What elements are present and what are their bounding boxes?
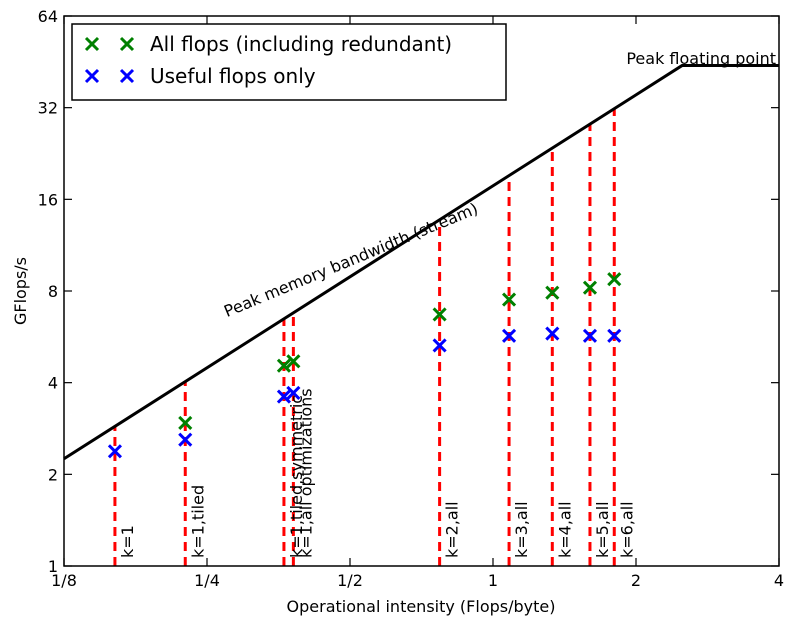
point-useful-flops: [432, 338, 447, 353]
x-tick-label: 1/8: [51, 571, 77, 590]
legend: All flops (including redundant) Useful f…: [71, 23, 507, 101]
peak-label: Peak floating point: [626, 49, 776, 68]
legend-frame: [71, 23, 507, 101]
marker-stroke: [545, 326, 560, 341]
marker-label: k=1,all optimizations: [296, 388, 315, 558]
point-useful-flops: [502, 328, 517, 343]
legend-label-all-flops: All flops (including redundant): [150, 32, 452, 56]
marker-stroke: [432, 307, 447, 322]
point-all-flops: [502, 292, 517, 307]
y-tick-label: 32: [38, 99, 58, 118]
legend-marker: [84, 68, 100, 84]
point-useful-flops: [607, 328, 622, 343]
data-points: [107, 272, 622, 459]
marker-label: k=4,all: [555, 501, 574, 558]
marker-stroke: [178, 415, 193, 430]
x-tick-label: 1/2: [337, 571, 363, 590]
point-useful-flops: [276, 389, 292, 404]
y-axis-label: GFlops/s: [11, 257, 30, 325]
x-tick-label: 1: [488, 571, 498, 590]
marker-label: k=1,tiled,symmetric: [287, 395, 306, 558]
marker-stroke: [502, 292, 517, 307]
x-tick-label: 4: [774, 571, 784, 590]
marker-stroke: [178, 432, 193, 447]
point-all-flops: [276, 358, 292, 373]
point-all-flops: [545, 285, 560, 300]
point-useful-flops: [286, 385, 301, 401]
vertical-marker-lines: [113, 108, 616, 566]
legend-marker: [119, 68, 135, 84]
y-tick-label: 64: [38, 7, 58, 26]
marker-label: k=2,all: [443, 501, 462, 558]
marker-label: k=3,all: [512, 501, 531, 558]
y-tick-label: 4: [48, 374, 58, 393]
marker-stroke: [545, 285, 560, 300]
marker-label: k=1: [118, 525, 137, 558]
y-tick-label: 16: [38, 190, 58, 209]
y-tick-label: 2: [48, 465, 58, 484]
x-tick-label: 1/4: [194, 571, 220, 590]
point-all-flops: [178, 415, 193, 430]
x-axis-label: Operational intensity (Flops/byte): [287, 597, 556, 616]
marker-stroke: [276, 358, 292, 373]
marker-stroke: [607, 272, 622, 287]
point-all-flops: [286, 354, 301, 369]
marker-stroke: [84, 68, 100, 84]
legend-marker: [84, 36, 100, 52]
marker-stroke: [119, 36, 135, 52]
point-useful-flops: [178, 432, 193, 447]
marker-stroke: [84, 36, 100, 52]
marker-stroke: [607, 328, 622, 343]
marker-label: k=1,tiled: [188, 485, 207, 558]
plot-background: [64, 16, 779, 566]
marker-label: k=6,all: [617, 501, 636, 558]
marker-stroke: [502, 328, 517, 343]
point-all-flops: [582, 280, 598, 295]
roofline: [63, 64, 779, 461]
marker-stroke: [107, 444, 122, 459]
marker-stroke: [432, 338, 447, 353]
point-useful-flops: [545, 326, 560, 341]
plot-frame: [63, 15, 780, 567]
legend-marker: [119, 36, 135, 52]
marker-stroke: [286, 354, 301, 369]
roofline-line: [63, 64, 779, 461]
marker-stroke: [286, 385, 301, 401]
point-useful-flops: [582, 328, 598, 343]
y-tick-label: 8: [48, 282, 58, 301]
point-useful-flops: [107, 444, 122, 459]
legend-label-useful-flops: Useful flops only: [150, 64, 316, 88]
marker-stroke: [582, 328, 598, 343]
legend-markers: [84, 36, 135, 84]
marker-stroke: [276, 389, 292, 404]
y-tick-label: 1: [48, 557, 58, 576]
point-all-flops: [432, 307, 447, 322]
marker-stroke: [582, 280, 598, 295]
marker-label: k=5,all: [593, 501, 612, 558]
marker-stroke: [119, 68, 135, 84]
point-all-flops: [607, 272, 622, 287]
x-tick-label: 2: [631, 571, 641, 590]
